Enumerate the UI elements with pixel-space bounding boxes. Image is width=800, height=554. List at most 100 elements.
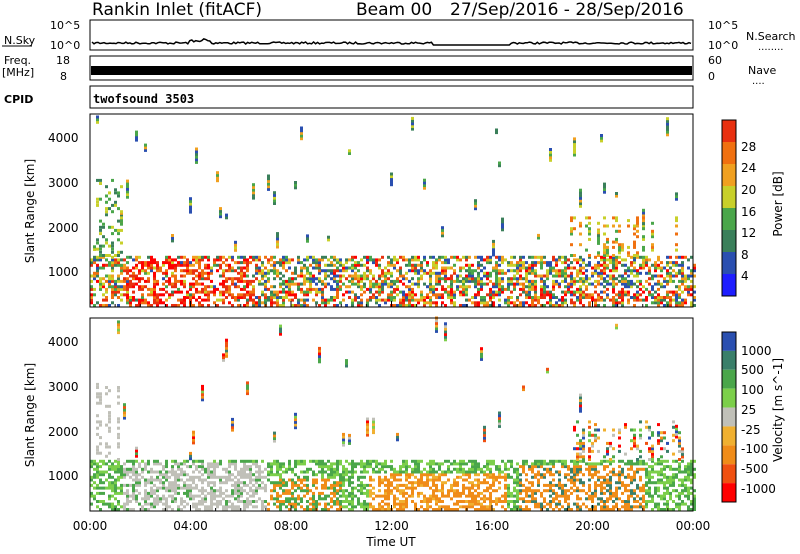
heatmap-cell (675, 467, 678, 471)
heatmap-cell (438, 462, 441, 466)
heatmap-cell (303, 301, 306, 305)
heatmap-cell (366, 425, 369, 429)
heatmap-cell (690, 465, 693, 469)
heatmap-cell (102, 470, 105, 474)
heatmap-cell (105, 296, 108, 299)
heatmap-cell (429, 279, 432, 283)
heatmap-cell (579, 263, 582, 267)
heatmap-cell (276, 473, 279, 477)
heatmap-cell (225, 338, 228, 342)
heatmap-cell (405, 285, 408, 289)
heatmap-cell (492, 253, 495, 257)
heatmap-cell (195, 274, 198, 278)
heatmap-cell (324, 486, 327, 490)
heatmap-cell (267, 296, 270, 299)
heatmap-cell (588, 470, 591, 474)
heatmap-cell (117, 486, 120, 490)
heatmap-cell (657, 433, 660, 437)
heatmap-cell (246, 502, 249, 506)
heatmap-cell (225, 467, 228, 471)
heatmap-cell (195, 155, 198, 159)
heatmap-cell (657, 481, 660, 485)
heatmap-cell (411, 489, 414, 493)
heatmap-cell (360, 298, 363, 302)
heatmap-cell (150, 261, 153, 265)
heatmap-cell (603, 508, 606, 511)
heatmap-cell (645, 271, 648, 275)
heatmap-cell (114, 489, 117, 493)
heatmap-cell (369, 489, 372, 493)
heatmap-cell (483, 431, 486, 435)
power-colorbar-swatch (722, 120, 736, 142)
heatmap-cell (279, 502, 282, 506)
heatmap-cell (219, 293, 222, 297)
heatmap-cell (282, 255, 285, 259)
heatmap-cell (417, 508, 420, 511)
heatmap-cell (663, 483, 666, 487)
heatmap-cell (261, 481, 264, 485)
heatmap-cell (312, 277, 315, 281)
heatmap-cell (435, 319, 438, 323)
heatmap-cell (219, 489, 222, 493)
heatmap-cell (138, 279, 141, 283)
heatmap-cell (624, 277, 627, 281)
heatmap-cell (195, 502, 198, 506)
heatmap-cell (525, 261, 528, 265)
heatmap-cell (372, 497, 375, 501)
heatmap-cell (159, 287, 162, 291)
heatmap-cell (183, 483, 186, 487)
heatmap-cell (567, 258, 570, 262)
heatmap-cell (414, 269, 417, 273)
heatmap-cell (573, 475, 576, 479)
heatmap-cell (453, 296, 456, 299)
heatmap-cell (648, 473, 651, 477)
heatmap-cell (390, 175, 393, 179)
heatmap-cell (432, 475, 435, 479)
heatmap-cell (540, 274, 543, 278)
heatmap-cell (294, 423, 297, 427)
heatmap-cell (618, 481, 621, 485)
heatmap-cell (465, 269, 468, 273)
heatmap-cell (540, 263, 543, 267)
heatmap-cell (93, 258, 96, 262)
heatmap-cell (168, 505, 171, 509)
heatmap-cell (321, 282, 324, 286)
heatmap-cell (573, 258, 576, 262)
heatmap-cell (579, 191, 582, 195)
heatmap-cell (474, 207, 477, 211)
heatmap-cell (330, 470, 333, 474)
heatmap-cell (117, 263, 120, 267)
heatmap-cell (255, 489, 258, 493)
heatmap-cell (282, 465, 285, 469)
heatmap-cell (570, 243, 573, 247)
heatmap-cell (675, 424, 678, 428)
heatmap-cell (327, 263, 330, 267)
heatmap-cell (423, 304, 426, 307)
heatmap-cell (585, 277, 588, 281)
heatmap-cell (687, 489, 690, 493)
heatmap-cell (459, 266, 462, 270)
heatmap-cell (474, 473, 477, 477)
heatmap-cell (444, 274, 447, 278)
heatmap-cell (495, 282, 498, 286)
heatmap-cell (267, 473, 270, 477)
heatmap-cell (450, 470, 453, 474)
heatmap-cell (627, 473, 630, 477)
heatmap-cell (267, 465, 270, 469)
heatmap-cell (648, 290, 651, 294)
heatmap-cell (162, 481, 165, 485)
heatmap-cell (390, 274, 393, 278)
heatmap-cell (201, 269, 204, 273)
heatmap-cell (579, 399, 582, 402)
heatmap-cell (642, 462, 645, 466)
heatmap-cell (363, 282, 366, 286)
heatmap-cell (663, 298, 666, 302)
heatmap-cell (447, 489, 450, 493)
heatmap-cell (450, 489, 453, 493)
heatmap-cell (633, 475, 636, 479)
heatmap-cell (465, 290, 468, 294)
heatmap-cell (96, 426, 99, 430)
heatmap-cell (252, 274, 255, 278)
heatmap-cell (450, 483, 453, 487)
heatmap-cell (456, 502, 459, 506)
